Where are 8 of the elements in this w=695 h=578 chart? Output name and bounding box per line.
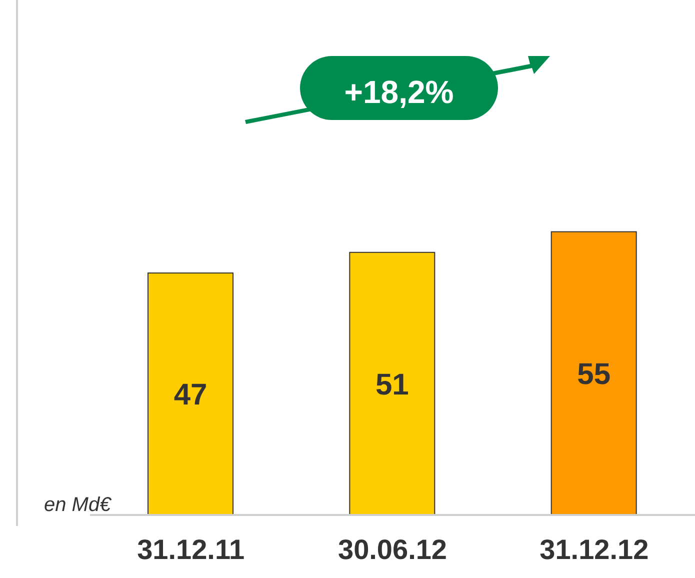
data-label: 55 [577, 358, 611, 392]
x-tick-label: 31.12.12 [540, 534, 649, 565]
x-tick-label: 31.12.11 [137, 534, 245, 565]
data-label: 47 [174, 378, 208, 412]
x-tick-label: 30.06.12 [338, 534, 447, 565]
annotation: en Md€ [44, 494, 111, 517]
annotation: +18,2% [343, 73, 455, 112]
data-label: 51 [375, 368, 409, 402]
